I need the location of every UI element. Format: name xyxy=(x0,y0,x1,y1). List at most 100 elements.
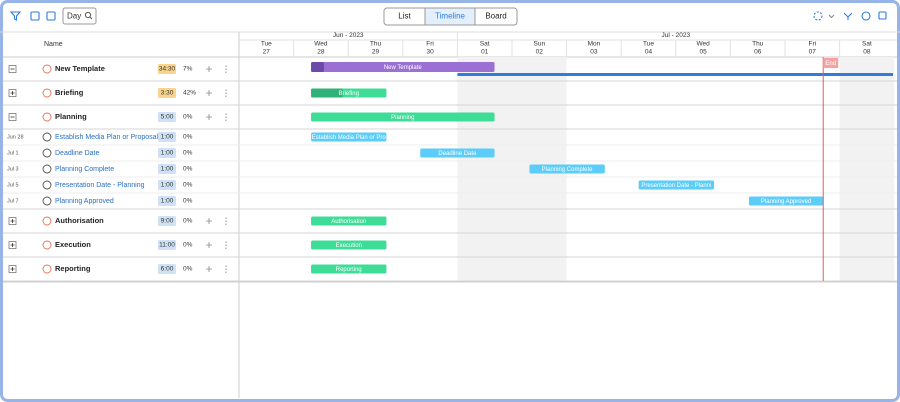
gantt-bar[interactable] xyxy=(311,132,387,142)
branch-icon[interactable] xyxy=(843,12,853,20)
weekend-shade xyxy=(839,57,895,281)
day-label: 01 xyxy=(481,49,489,56)
task-date: Jul 3 xyxy=(7,166,19,172)
duration: 11:00 xyxy=(159,242,175,249)
duration: 1:00 xyxy=(161,134,174,141)
collapse-icon[interactable] xyxy=(46,11,56,21)
bar-label: Reporting xyxy=(336,267,362,273)
gantt-bar[interactable] xyxy=(638,180,715,190)
weekday-label: Tue xyxy=(261,41,272,48)
add-button[interactable] xyxy=(206,66,212,72)
duration-box xyxy=(158,240,176,250)
weekday-label: Wed xyxy=(696,41,710,48)
day-label: 07 xyxy=(809,49,817,56)
duration-box xyxy=(158,196,176,206)
status-circle[interactable] xyxy=(42,240,52,250)
progress: 0% xyxy=(183,182,193,189)
expander-sign xyxy=(10,219,15,223)
weekday-label: Sat xyxy=(862,41,872,48)
expander-sign xyxy=(10,91,15,95)
gantt-bar[interactable] xyxy=(311,264,387,274)
status-circle[interactable] xyxy=(42,148,52,158)
weekday-label: Thu xyxy=(370,41,382,48)
task-name[interactable]: New Template xyxy=(55,64,105,73)
gantt-bar[interactable] xyxy=(748,196,824,206)
duration-box xyxy=(158,64,176,74)
expand-icon[interactable] xyxy=(30,11,40,21)
task-date: Jul 1 xyxy=(7,150,19,156)
task-name[interactable]: Reporting xyxy=(55,264,91,273)
duration: 1:00 xyxy=(161,166,174,173)
task-name[interactable]: Authorisation xyxy=(55,216,104,225)
add-button[interactable] xyxy=(206,242,212,248)
duration: 34:30 xyxy=(159,66,176,73)
view-tab[interactable]: List xyxy=(398,12,411,21)
gantt-bar[interactable] xyxy=(311,112,495,122)
duration: 1:00 xyxy=(161,182,174,189)
view-tab[interactable]: Board xyxy=(485,12,506,21)
duration: 9:00 xyxy=(161,218,174,225)
view-tab[interactable]: Timeline xyxy=(435,12,465,21)
status-circle[interactable] xyxy=(42,164,52,174)
duration: 3:30 xyxy=(161,90,174,97)
gantt-bar[interactable] xyxy=(311,62,495,72)
gantt-bar[interactable] xyxy=(529,164,605,174)
status-circle[interactable] xyxy=(42,132,52,142)
status-circle[interactable] xyxy=(42,64,52,74)
status-circle[interactable] xyxy=(42,216,52,226)
sync-icon[interactable] xyxy=(813,11,823,21)
day-label: 08 xyxy=(863,49,871,56)
weekday-label: Tue xyxy=(643,41,654,48)
gantt-bar[interactable] xyxy=(420,148,495,158)
weekend-shade xyxy=(457,57,512,281)
weekday-label: Thu xyxy=(752,41,764,48)
status-circle[interactable] xyxy=(42,112,52,122)
duration: 6:00 xyxy=(161,266,174,273)
task-date: Jul 5 xyxy=(7,182,19,188)
duration-box xyxy=(158,148,176,158)
weekday-label: Fri xyxy=(426,41,434,48)
add-button[interactable] xyxy=(206,90,212,96)
bar-label: Execution xyxy=(336,243,362,249)
bar-label: Planning xyxy=(391,115,414,121)
task-name[interactable]: Deadline Date xyxy=(55,150,99,157)
task-name[interactable]: Planning xyxy=(55,112,87,121)
task-name[interactable]: Execution xyxy=(55,240,91,249)
task-name[interactable]: Planning Approved xyxy=(55,198,114,205)
status-circle[interactable] xyxy=(42,196,52,206)
status-circle[interactable] xyxy=(42,180,52,190)
task-date: Jun 28 xyxy=(7,134,24,140)
duration-box xyxy=(158,180,176,190)
task-name[interactable]: Planning Complete xyxy=(55,166,114,173)
gantt-bar[interactable] xyxy=(311,240,387,250)
day-label: 06 xyxy=(754,49,762,56)
month-label: Jun - 2023 xyxy=(333,32,364,39)
export-icon[interactable] xyxy=(878,11,887,20)
status-circle[interactable] xyxy=(42,264,52,274)
bar-label: Deadline Date xyxy=(438,151,477,157)
duration: 5:00 xyxy=(161,114,174,121)
chart-icon[interactable] xyxy=(861,11,871,21)
task-name[interactable]: Presentation Date - Planning xyxy=(55,182,145,189)
progress: 0% xyxy=(183,166,193,173)
status-circle[interactable] xyxy=(42,88,52,98)
day-label: 29 xyxy=(372,49,380,56)
search-icon xyxy=(84,11,92,19)
bar-label: New Template xyxy=(384,65,423,71)
bar-label: Authorisation xyxy=(331,219,366,225)
add-button[interactable] xyxy=(206,218,212,224)
filter-icon[interactable] xyxy=(9,11,22,21)
task-name[interactable]: Establish Media Plan or Proposal xyxy=(55,134,159,141)
search-text: Day xyxy=(67,12,81,21)
dropdown-icon[interactable] xyxy=(828,14,835,19)
duration-box xyxy=(158,264,176,274)
add-button[interactable] xyxy=(206,114,212,120)
add-button[interactable] xyxy=(206,266,212,272)
gantt-bar[interactable] xyxy=(311,216,387,226)
baseline-line xyxy=(457,73,893,76)
progress: 0% xyxy=(183,218,193,225)
progress: 0% xyxy=(183,114,193,121)
task-name[interactable]: Briefing xyxy=(55,88,84,97)
